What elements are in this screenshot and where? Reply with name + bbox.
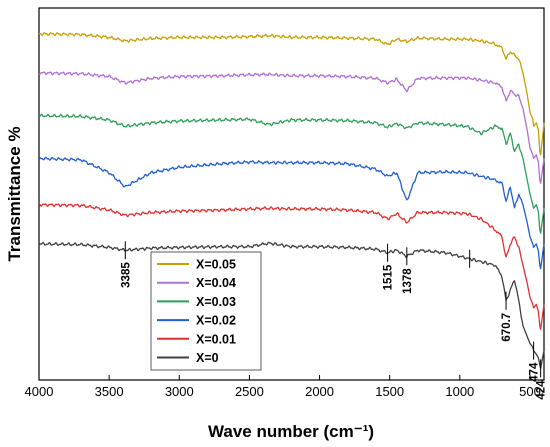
x-axis: 4000 3500 3000 2500 2000 1500 1000 500 [25, 375, 541, 399]
x-tick-label: 1500 [375, 384, 404, 399]
x-tick-label: 4000 [25, 384, 54, 399]
annotation-label-3385: 3385 [120, 262, 132, 288]
x-tick-label: 3000 [165, 384, 194, 399]
x-axis-title: Wave number (cm⁻¹) [208, 422, 374, 441]
legend-label-x-0: X=0 [196, 351, 219, 365]
series-layer [38, 32, 545, 370]
legend: X=0.05 X=0.04 X=0.03 X=0.02 X=0.01 X=0 [150, 251, 262, 371]
x-tick-label: 500 [519, 384, 541, 399]
series-line-x-0-01 [38, 203, 545, 330]
series-line-x-0-02 [38, 156, 545, 270]
x-tick-label: 3500 [95, 384, 124, 399]
annotation-label-670-7: 670.7 [501, 313, 513, 342]
x-tick-label: 1000 [445, 384, 474, 399]
annotation-label-424: 424 [536, 380, 548, 400]
series-line-x-0-05 [38, 32, 545, 156]
series-line-x-0-03 [38, 113, 545, 234]
annotation-label-1515: 1515 [383, 264, 395, 290]
legend-label-x-0-05: X=0.05 [196, 258, 236, 272]
series-line-x-0 [38, 241, 545, 370]
x-tick-label: 2000 [305, 384, 334, 399]
annotation-label-474: 474 [529, 362, 541, 382]
legend-label-x-0-01: X=0.01 [196, 332, 236, 346]
y-axis-title: Transmittance % [5, 126, 24, 261]
annotation-label-1378: 1378 [402, 268, 414, 294]
legend-label-x-0-02: X=0.02 [196, 314, 236, 328]
legend-label-x-0-03: X=0.03 [196, 295, 236, 309]
legend-label-x-0-04: X=0.04 [196, 276, 236, 290]
legend-box [150, 251, 262, 371]
series-line-x-0-04 [38, 71, 545, 184]
x-tick-label: 2500 [235, 384, 264, 399]
plot-frame [38, 7, 545, 381]
